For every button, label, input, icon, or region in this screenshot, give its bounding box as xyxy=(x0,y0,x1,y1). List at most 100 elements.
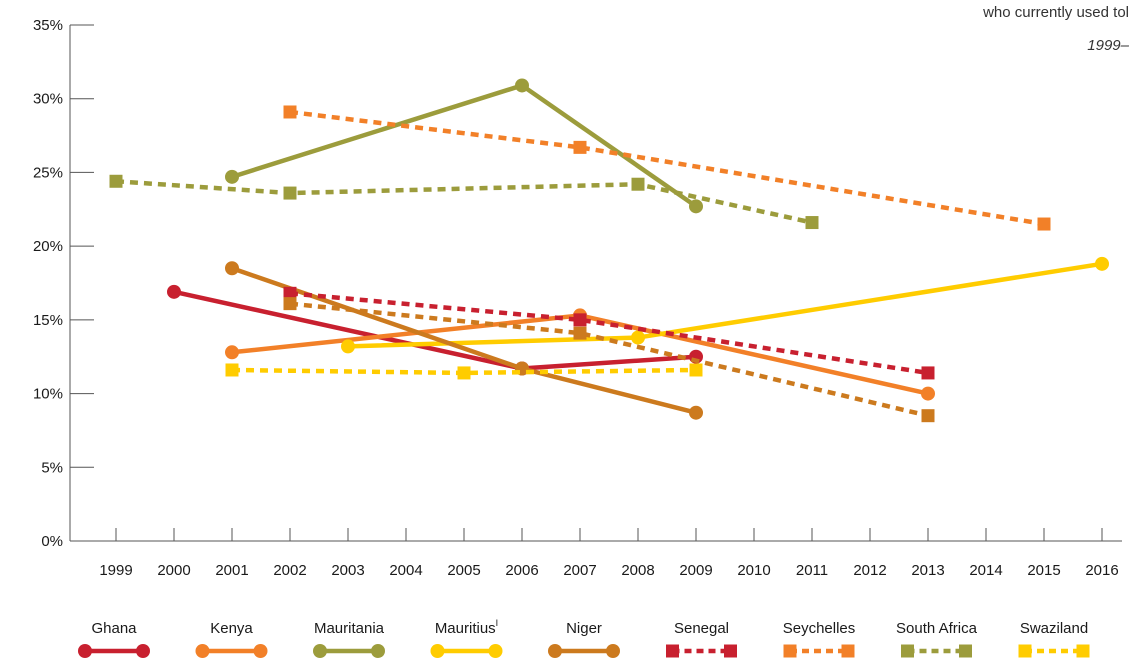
legend-label: South Africa xyxy=(896,620,978,637)
x-tick-label: 2016 xyxy=(1085,562,1118,579)
data-point xyxy=(689,406,703,420)
data-point xyxy=(574,141,587,154)
legend-marker xyxy=(254,644,268,658)
legend-marker xyxy=(959,645,972,658)
x-tick-label: 2004 xyxy=(389,562,422,579)
legend: Ghana Kenya Mauritania MauritiusI Niger Seneg… xyxy=(78,618,1129,658)
legend-marker xyxy=(1077,645,1090,658)
x-tick-label: 2010 xyxy=(737,562,770,579)
data-point xyxy=(515,78,529,92)
legend-item-seychelles: Seychelles xyxy=(783,620,856,658)
data-point xyxy=(225,170,239,184)
legend-label: Niger xyxy=(566,620,602,637)
data-point xyxy=(806,216,819,229)
x-tick-label: 2007 xyxy=(563,562,596,579)
legend-marker xyxy=(196,644,210,658)
y-tick-label: 5% xyxy=(41,459,63,476)
x-tick-label: 2013 xyxy=(911,562,944,579)
legend-item-mauritania: Mauritania xyxy=(313,620,385,658)
x-tick-label: 2015 xyxy=(1027,562,1060,579)
legend-marker xyxy=(548,644,562,658)
data-point xyxy=(574,313,587,326)
x-tick-label: 2006 xyxy=(505,562,538,579)
data-point xyxy=(689,199,703,213)
y-tick-label: 0% xyxy=(41,533,63,550)
data-point xyxy=(632,178,645,191)
x-tick-label: 2011 xyxy=(796,562,828,579)
legend-label: Seychelles xyxy=(783,620,856,637)
y-tick-label: 30% xyxy=(33,91,63,108)
series-south-africa xyxy=(110,175,819,229)
legend-marker xyxy=(136,644,150,658)
series-niger xyxy=(225,261,703,419)
title-line-2: 1999– xyxy=(1087,37,1129,54)
y-tick-label: 10% xyxy=(33,386,63,403)
legend-marker xyxy=(784,645,797,658)
series-line xyxy=(232,268,696,412)
data-point xyxy=(690,363,703,376)
legend-marker xyxy=(842,645,855,658)
legend-marker xyxy=(606,644,620,658)
y-tick-label: 35% xyxy=(33,17,63,34)
y-tick-label: 20% xyxy=(33,238,63,255)
legend-marker xyxy=(724,645,737,658)
x-tick-label: 2009 xyxy=(679,562,712,579)
x-tick-label: 2008 xyxy=(621,562,654,579)
y-tick-label: 25% xyxy=(33,164,63,181)
series-line xyxy=(232,85,696,206)
legend-marker xyxy=(1019,645,1032,658)
series-swaziland xyxy=(226,363,703,379)
x-tick-label: 2005 xyxy=(447,562,480,579)
x-tick-label: 2003 xyxy=(331,562,364,579)
data-point xyxy=(110,175,123,188)
x-tick-label: 2001 xyxy=(215,562,248,579)
legend-marker xyxy=(489,644,503,658)
data-point xyxy=(341,339,355,353)
legend-marker xyxy=(666,645,679,658)
data-point xyxy=(922,409,935,422)
data-point xyxy=(226,363,239,376)
series-line xyxy=(116,181,812,222)
data-point xyxy=(458,366,471,379)
data-point xyxy=(225,345,239,359)
legend-item-senegal: Senegal xyxy=(666,620,737,658)
legend-item-swaziland: Swaziland xyxy=(1019,620,1090,658)
legend-marker xyxy=(371,644,385,658)
data-point xyxy=(284,105,297,118)
x-tick-label: 2014 xyxy=(969,562,1002,579)
data-point xyxy=(631,331,645,345)
data-point xyxy=(921,387,935,401)
series-mauritius xyxy=(341,257,1109,354)
data-point xyxy=(225,261,239,275)
data-point xyxy=(1038,218,1051,231)
series-line xyxy=(290,112,1044,224)
x-tick-label: 2000 xyxy=(157,562,190,579)
legend-label: Kenya xyxy=(210,620,253,637)
data-point xyxy=(1095,257,1109,271)
x-tick-label: 1999 xyxy=(99,562,132,579)
legend-marker xyxy=(78,644,92,658)
legend-item-niger: Niger xyxy=(548,620,620,658)
series-mauritania xyxy=(225,78,703,213)
legend-label: Senegal xyxy=(674,620,729,637)
chart-title: who currently used tol 1999– xyxy=(982,4,1129,54)
data-point xyxy=(284,297,297,310)
legend-label: Mauritania xyxy=(314,620,385,637)
data-point xyxy=(922,366,935,379)
y-tick-label: 15% xyxy=(33,312,63,329)
legend-item-ghana: Ghana xyxy=(78,620,150,658)
series-layer xyxy=(110,78,1110,422)
legend-label: Swaziland xyxy=(1020,620,1088,637)
legend-item-south-africa: South Africa xyxy=(896,620,978,658)
legend-label: Ghana xyxy=(91,620,137,637)
data-point xyxy=(284,187,297,200)
legend-item-kenya: Kenya xyxy=(196,620,268,658)
title-line-1: who currently used tol xyxy=(982,4,1129,21)
x-tick-label: 2002 xyxy=(273,562,306,579)
legend-marker xyxy=(431,644,445,658)
data-point xyxy=(574,327,587,340)
series-line xyxy=(348,264,1102,347)
x-tick-label: 2012 xyxy=(853,562,886,579)
legend-label: MauritiusI xyxy=(435,618,498,637)
